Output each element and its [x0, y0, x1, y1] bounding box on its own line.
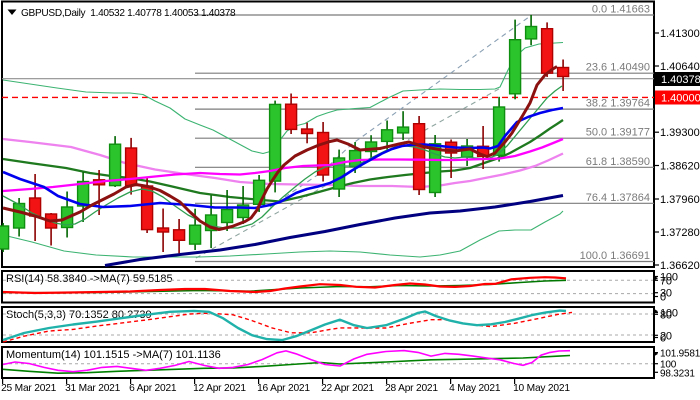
svg-text:0: 0: [660, 333, 666, 345]
svg-text:1.38620: 1.38620: [660, 161, 700, 173]
svg-text:GBPUSD,Daily 1.40532 1.40778: GBPUSD,Daily 1.40532 1.40778 1.40053 1.4…: [21, 8, 236, 19]
svg-text:6 Apr 2021: 6 Apr 2021: [129, 383, 177, 394]
svg-text:76.4 1.37864: 76.4 1.37864: [586, 192, 650, 204]
svg-text:20: 20: [660, 330, 672, 342]
svg-text:30: 30: [660, 288, 672, 300]
svg-text:22 Apr 2021: 22 Apr 2021: [321, 383, 374, 394]
svg-text:38.2 1.39764: 38.2 1.39764: [586, 98, 650, 110]
svg-text:16 Apr 2021: 16 Apr 2021: [257, 383, 310, 394]
svg-text:RSI(14) 58.3840 ->MA(7) 59.51: RSI(14) 58.3840 ->MA(7) 59.5185: [6, 273, 173, 285]
svg-text:1.37960: 1.37960: [660, 194, 700, 206]
svg-text:1.41300: 1.41300: [660, 28, 700, 40]
svg-text:Stoch(5,3,3) 70.1352 80.2739: Stoch(5,3,3) 70.1352 80.2739: [6, 309, 152, 321]
svg-text:70: 70: [660, 275, 672, 287]
svg-text:10 May 2021: 10 May 2021: [513, 383, 570, 394]
svg-text:31 Mar 2021: 31 Mar 2021: [65, 383, 121, 394]
svg-text:80: 80: [660, 309, 672, 321]
svg-text:100: 100: [660, 360, 677, 371]
svg-text:1.39300: 1.39300: [660, 127, 700, 139]
svg-text:12 Apr 2021: 12 Apr 2021: [193, 383, 246, 394]
svg-text:0.0 1.41663: 0.0 1.41663: [592, 4, 650, 16]
svg-text:100.0 1.36691: 100.0 1.36691: [580, 250, 650, 262]
svg-text:61.8 1.38590: 61.8 1.38590: [586, 156, 650, 168]
svg-text:28 Apr 2021: 28 Apr 2021: [385, 383, 438, 394]
svg-text:23.6 1.40490: 23.6 1.40490: [586, 62, 650, 74]
svg-text:0: 0: [660, 292, 666, 304]
svg-text:1.37280: 1.37280: [660, 227, 700, 239]
svg-text:25 Mar 2021: 25 Mar 2021: [1, 383, 57, 394]
svg-text:1.36620: 1.36620: [660, 260, 700, 272]
svg-text:1.40378: 1.40378: [661, 74, 700, 86]
svg-text:Momentum(14) 101.1515 ->MA(7): Momentum(14) 101.1515 ->MA(7) 101.1136: [6, 349, 221, 361]
svg-text:50.0 1.39177: 50.0 1.39177: [586, 127, 650, 139]
svg-text:1.40000: 1.40000: [661, 93, 700, 105]
svg-text:4 May 2021: 4 May 2021: [449, 383, 501, 394]
svg-text:101.9581: 101.9581: [660, 349, 700, 360]
svg-text:98.3231: 98.3231: [660, 368, 695, 379]
svg-text:1.40640: 1.40640: [660, 61, 700, 73]
svg-text:100: 100: [660, 272, 678, 284]
svg-text:100: 100: [660, 308, 678, 320]
